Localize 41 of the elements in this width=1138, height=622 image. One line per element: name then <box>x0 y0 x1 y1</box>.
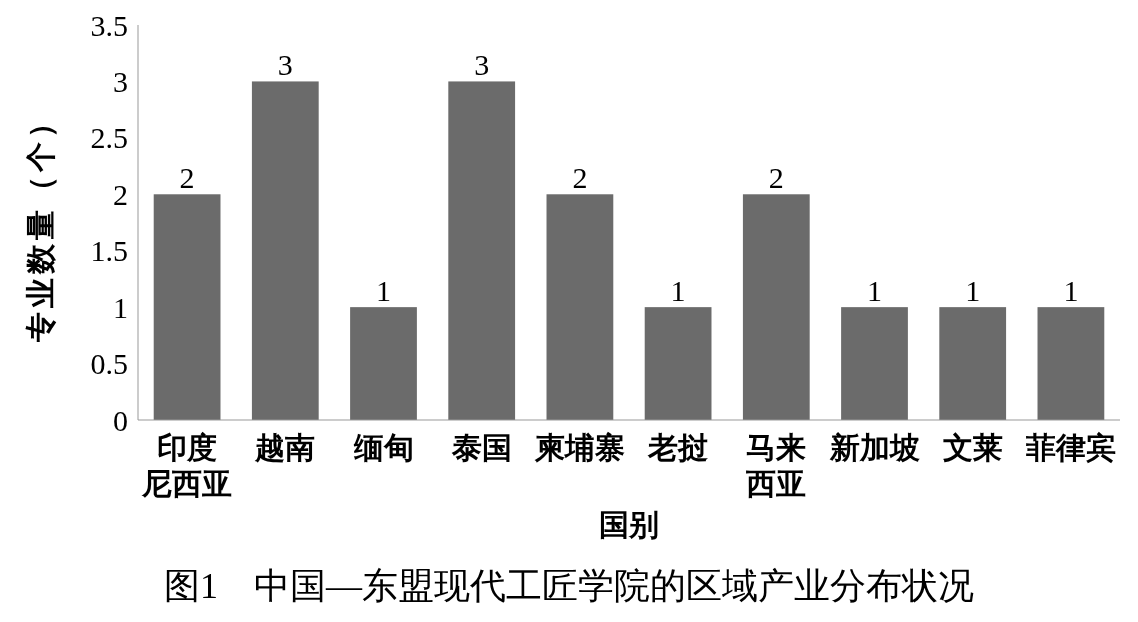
bar <box>644 307 712 420</box>
data-label: 1 <box>867 274 882 308</box>
bar <box>939 307 1007 420</box>
bar <box>251 81 319 420</box>
bar <box>1037 307 1105 420</box>
y-tick-label: 2.5 <box>90 121 128 155</box>
data-label: 1 <box>376 274 391 308</box>
x-tick-label: 柬埔寨 <box>533 431 625 464</box>
bar <box>742 194 810 420</box>
x-tick-label: 缅甸 <box>352 431 414 464</box>
x-tick-label: 老挝 <box>647 431 709 464</box>
data-label: 2 <box>572 161 588 195</box>
y-tick-label: 1.5 <box>90 234 128 268</box>
bar <box>546 194 614 420</box>
x-tick-label: 菲律宾 <box>1025 431 1116 464</box>
data-label: 2 <box>179 161 195 195</box>
bar <box>350 307 417 420</box>
x-tick-label: 新加坡 <box>828 431 920 464</box>
y-axis-title: 专业数量（个） <box>23 103 57 343</box>
y-tick-label: 3.5 <box>90 8 128 42</box>
text: 图1 中国—东盟现代工匠学院的区域产业分布状况 <box>164 566 974 606</box>
x-tick-label: 越南 <box>254 431 316 464</box>
x-tick-label: 印度尼西亚 <box>141 431 233 500</box>
data-label: 3 <box>277 48 293 82</box>
x-axis-title: 国别 <box>599 508 659 541</box>
data-label: 2 <box>768 161 784 195</box>
data-label: 1 <box>965 274 981 308</box>
bar <box>448 81 516 420</box>
y-tick-label: 2 <box>113 177 128 211</box>
data-label: 3 <box>474 48 490 82</box>
data-label: 1 <box>670 274 686 308</box>
y-tick-label: 1 <box>113 290 128 324</box>
x-tick-label: 马来西亚 <box>745 431 807 500</box>
y-tick-label: 0 <box>113 403 128 437</box>
bar <box>153 194 221 420</box>
x-tick-label: 泰国 <box>450 431 512 464</box>
data-label: 1 <box>1063 274 1079 308</box>
y-tick-label: 0.5 <box>90 347 128 381</box>
bar <box>841 307 908 420</box>
x-tick-label: 文莱 <box>942 431 1003 464</box>
y-tick-label: 3 <box>113 64 128 98</box>
